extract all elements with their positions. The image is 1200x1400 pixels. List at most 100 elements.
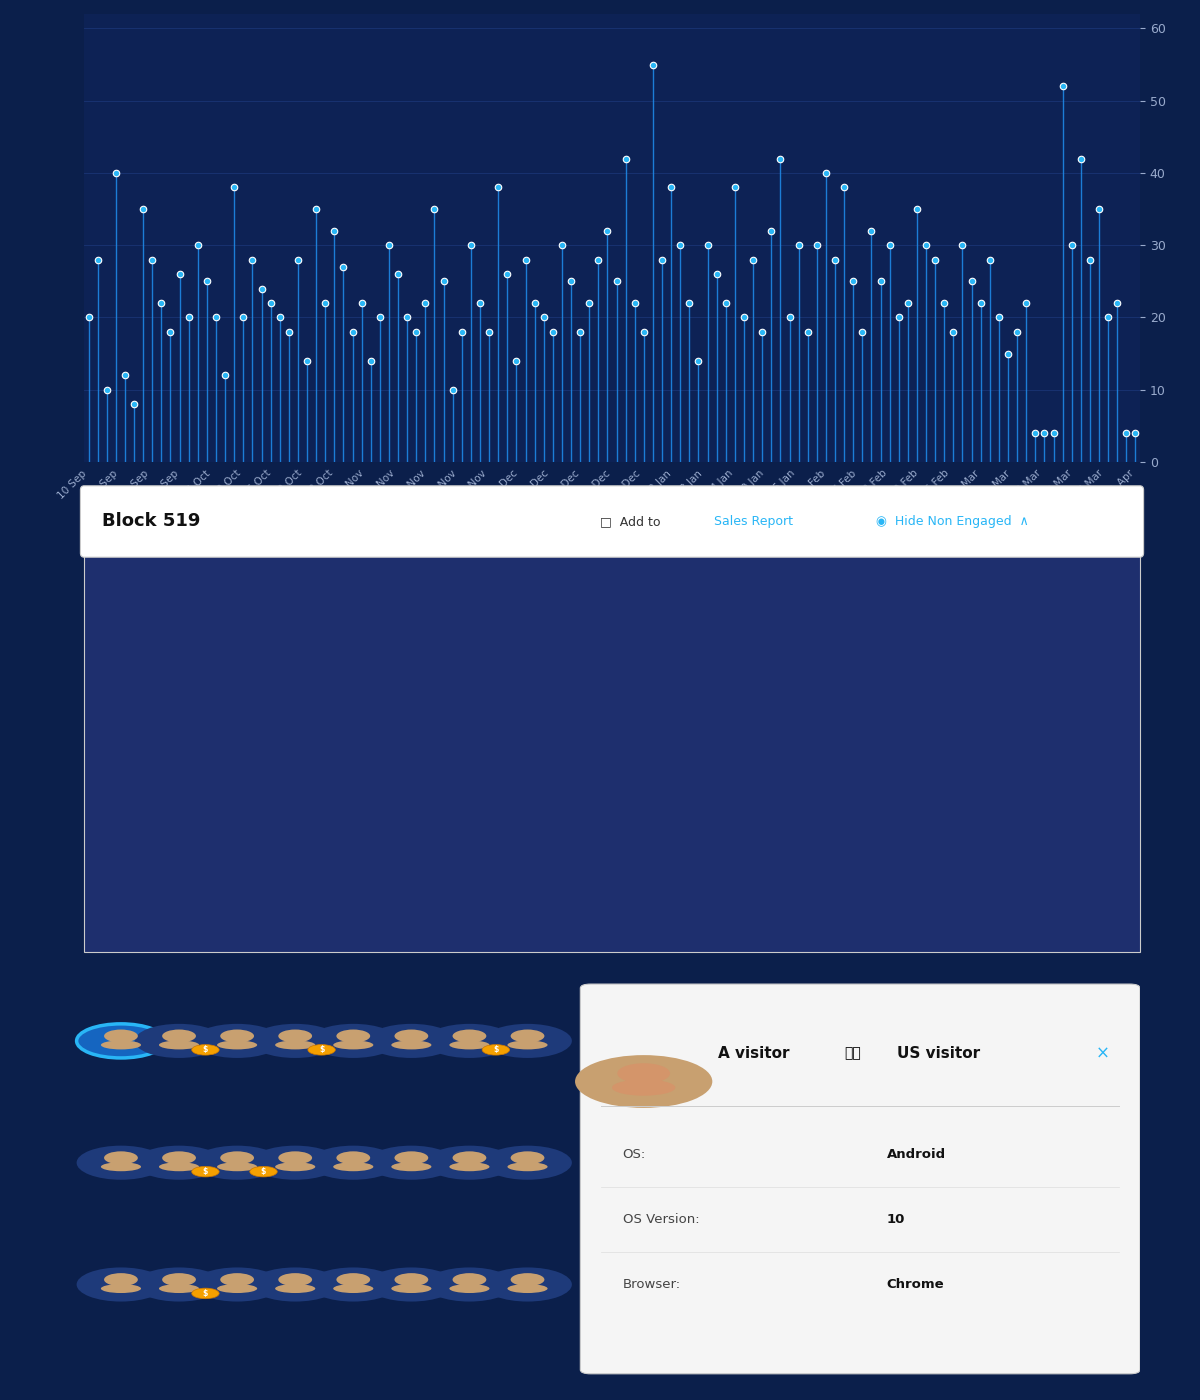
Point <box>216 364 235 386</box>
Circle shape <box>162 1151 196 1165</box>
Point <box>935 291 954 314</box>
Point <box>161 321 180 343</box>
Ellipse shape <box>275 1162 316 1172</box>
Point <box>834 176 853 199</box>
Point <box>488 176 508 199</box>
Circle shape <box>308 1044 335 1056</box>
Point <box>280 321 299 343</box>
Point <box>262 291 281 314</box>
Point <box>133 197 152 220</box>
Circle shape <box>511 1151 545 1165</box>
Point <box>625 291 644 314</box>
Ellipse shape <box>275 1284 316 1294</box>
Ellipse shape <box>449 1040 490 1050</box>
Circle shape <box>336 1273 370 1287</box>
Point <box>107 162 126 185</box>
Point <box>607 270 626 293</box>
Point <box>616 147 635 169</box>
Point <box>1016 291 1036 314</box>
Point <box>671 234 690 256</box>
Ellipse shape <box>158 1284 199 1294</box>
Point <box>179 307 198 329</box>
Point <box>826 248 845 270</box>
Circle shape <box>395 1273 428 1287</box>
Circle shape <box>367 1023 456 1058</box>
Text: 19%: 19% <box>110 738 138 750</box>
Text: ×: × <box>1096 1044 1110 1063</box>
Point <box>371 307 390 329</box>
Point <box>379 234 398 256</box>
Text: Sales Report: Sales Report <box>714 515 793 528</box>
Text: 24.7%: 24.7% <box>929 893 968 907</box>
Circle shape <box>192 1288 220 1299</box>
Text: Chrome: Chrome <box>887 1278 944 1291</box>
Point <box>589 248 608 270</box>
Point <box>899 291 918 314</box>
Ellipse shape <box>449 1162 490 1172</box>
Ellipse shape <box>391 1284 432 1294</box>
Point <box>998 343 1018 365</box>
Circle shape <box>395 1151 428 1165</box>
Point <box>298 350 317 372</box>
Point <box>725 176 744 199</box>
Text: $: $ <box>203 1168 208 1176</box>
Circle shape <box>617 1063 670 1084</box>
Text: $: $ <box>203 1289 208 1298</box>
Point <box>425 197 444 220</box>
Point <box>434 270 454 293</box>
Circle shape <box>452 1029 486 1043</box>
Circle shape <box>134 1267 223 1302</box>
Point <box>270 307 289 329</box>
Circle shape <box>425 1267 514 1302</box>
Circle shape <box>308 1023 397 1058</box>
Ellipse shape <box>508 1162 547 1172</box>
Point <box>780 307 799 329</box>
Point <box>580 291 599 314</box>
Point <box>224 176 244 199</box>
Point <box>325 220 344 242</box>
Circle shape <box>192 1166 220 1177</box>
Circle shape <box>104 1029 138 1043</box>
Text: $: $ <box>493 1046 498 1054</box>
Text: □  Add to: □ Add to <box>600 515 665 528</box>
Point <box>516 248 535 270</box>
Circle shape <box>367 1145 456 1180</box>
Text: $: $ <box>203 1046 208 1054</box>
Point <box>480 321 499 343</box>
Text: OS Version:: OS Version: <box>623 1212 700 1226</box>
Point <box>288 248 307 270</box>
Text: 19%: 19% <box>110 865 138 879</box>
Point <box>689 350 708 372</box>
Point <box>980 248 1000 270</box>
Circle shape <box>425 1145 514 1180</box>
Point <box>188 234 208 256</box>
Wedge shape <box>758 596 913 834</box>
Point <box>770 147 790 169</box>
Circle shape <box>104 1151 138 1165</box>
Point <box>361 350 380 372</box>
Circle shape <box>251 1267 340 1302</box>
Circle shape <box>367 1267 456 1302</box>
Circle shape <box>162 1029 196 1043</box>
Circle shape <box>395 1029 428 1043</box>
Point <box>562 270 581 293</box>
Point <box>242 248 262 270</box>
Circle shape <box>452 1273 486 1287</box>
Text: 🇺🇸: 🇺🇸 <box>845 1046 862 1060</box>
Circle shape <box>452 1151 486 1165</box>
Circle shape <box>484 1145 572 1180</box>
Point <box>415 291 434 314</box>
Point <box>661 176 680 199</box>
Wedge shape <box>725 595 756 749</box>
Point <box>762 220 781 242</box>
Point <box>252 277 271 300</box>
Circle shape <box>278 1273 312 1287</box>
Point <box>461 234 480 256</box>
Circle shape <box>511 1273 545 1287</box>
Circle shape <box>104 1273 138 1287</box>
Wedge shape <box>676 756 886 910</box>
Circle shape <box>162 1273 196 1287</box>
Ellipse shape <box>508 1040 547 1050</box>
Circle shape <box>308 1145 397 1180</box>
Point <box>115 364 134 386</box>
